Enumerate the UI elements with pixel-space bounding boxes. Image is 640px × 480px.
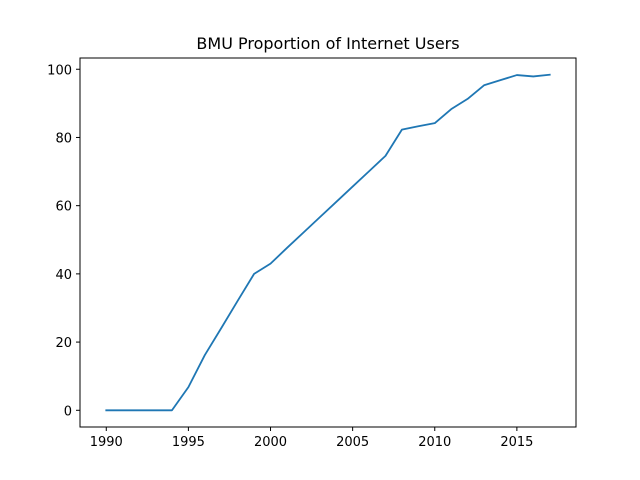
x-tick-label: 2005 [336, 435, 369, 450]
x-tick-label: 2015 [500, 435, 533, 450]
x-tick-label: 2000 [254, 435, 287, 450]
y-tick-label: 40 [55, 268, 72, 283]
axes: 1990 1995 2000 2005 2010 2015 0 20 40 60 80 100 [47, 63, 533, 450]
y-tick-label: 20 [55, 336, 72, 351]
x-tick-label: 2010 [418, 435, 451, 450]
y-tick-label: 100 [47, 63, 72, 78]
chart-title: BMU Proportion of Internet Users [196, 34, 459, 53]
y-tick-label: 0 [64, 404, 72, 419]
series-group [105, 73, 551, 412]
x-tick-label: 1995 [172, 435, 205, 450]
y-tick-label: 80 [55, 131, 72, 146]
series-line [105, 73, 551, 412]
plot-frame [79, 57, 577, 428]
y-tick-label: 60 [55, 200, 72, 215]
x-tick-label: 1990 [90, 435, 123, 450]
